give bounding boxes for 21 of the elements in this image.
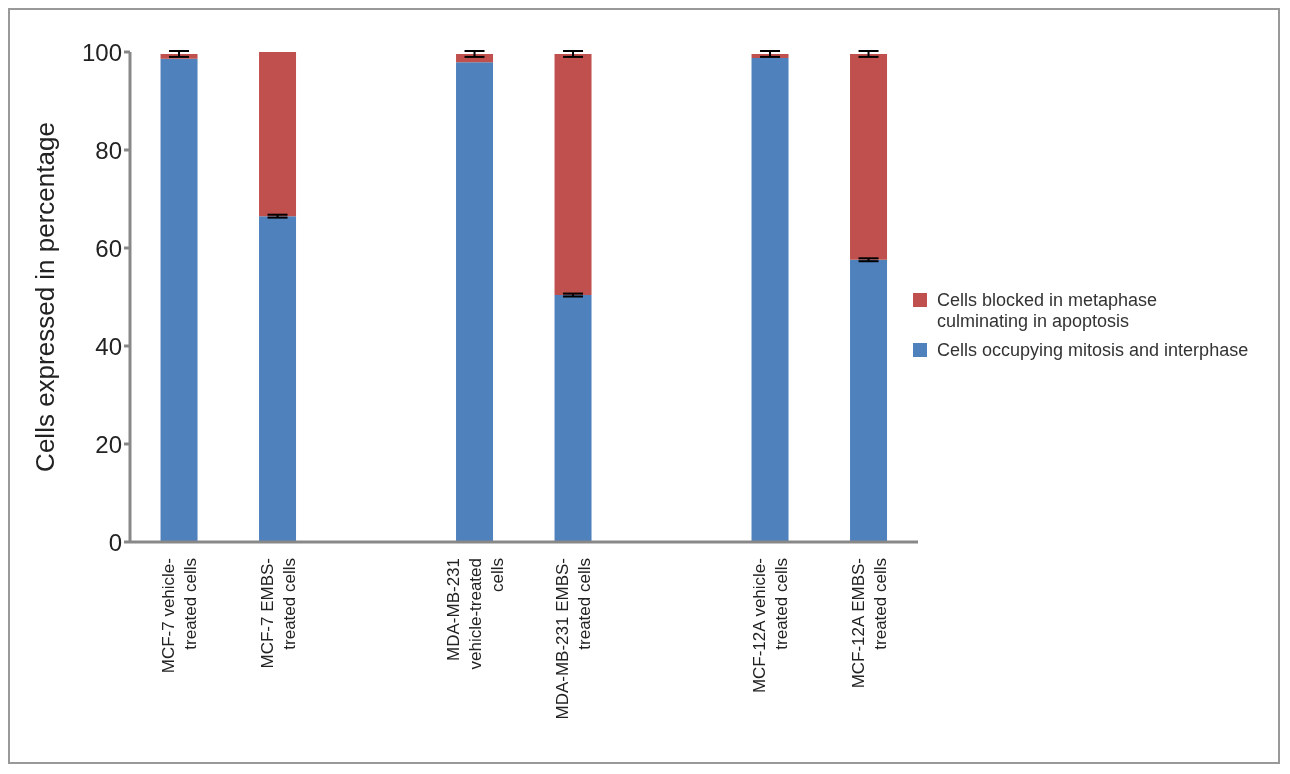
- y-axis-title: Cells expressed in percentage: [30, 122, 61, 472]
- y-tick-label: 100: [81, 38, 122, 66]
- x-tick-label: MCF-12A vehicle-treated cells: [750, 558, 792, 694]
- bar: [259, 216, 297, 542]
- bar: [751, 57, 789, 542]
- legend-label: Cells occupying mitosis and interphase: [937, 340, 1249, 361]
- y-tick-label: 60: [95, 234, 122, 262]
- bar: [850, 259, 888, 542]
- bar: [554, 295, 592, 542]
- y-tick-label: 80: [95, 136, 122, 164]
- bar: [160, 58, 198, 542]
- y-tick-label: 40: [95, 332, 122, 360]
- x-tick-label: MCF-7 vehicle-treated cells: [159, 558, 201, 674]
- x-tick-label: MDA-MB-231 vehicle-treated cells: [443, 558, 507, 670]
- bar: [554, 53, 592, 296]
- y-tick-label: 20: [95, 430, 122, 458]
- y-tick-label: 0: [108, 528, 122, 556]
- bar: [259, 52, 297, 217]
- bar: [850, 53, 888, 260]
- legend-label: Cells blocked in metaphase culminating in apoptosis: [937, 290, 1159, 332]
- bar: [456, 62, 494, 542]
